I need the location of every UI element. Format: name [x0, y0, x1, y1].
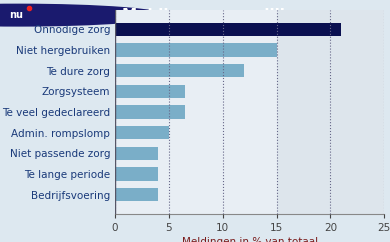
Bar — [115, 19, 384, 40]
Bar — [115, 81, 384, 102]
Bar — [115, 40, 384, 60]
Bar — [115, 164, 384, 184]
Bar — [115, 23, 341, 36]
Bar — [115, 126, 169, 139]
Bar — [115, 143, 384, 164]
Bar — [277, 10, 384, 214]
Bar — [115, 84, 185, 98]
Bar — [115, 167, 158, 181]
Bar — [115, 102, 384, 122]
Text: nu: nu — [9, 10, 23, 20]
Bar — [115, 43, 277, 57]
Bar — [115, 105, 185, 119]
Bar — [115, 146, 158, 160]
X-axis label: Meldingen in % van totaal: Meldingen in % van totaal — [181, 237, 318, 242]
Text: Meldingen verspilling: Meldingen verspilling — [122, 8, 307, 23]
Bar — [115, 60, 384, 81]
Bar — [115, 64, 244, 77]
Bar — [115, 188, 158, 201]
Bar — [115, 122, 384, 143]
Bar — [115, 184, 384, 205]
Circle shape — [0, 4, 167, 27]
